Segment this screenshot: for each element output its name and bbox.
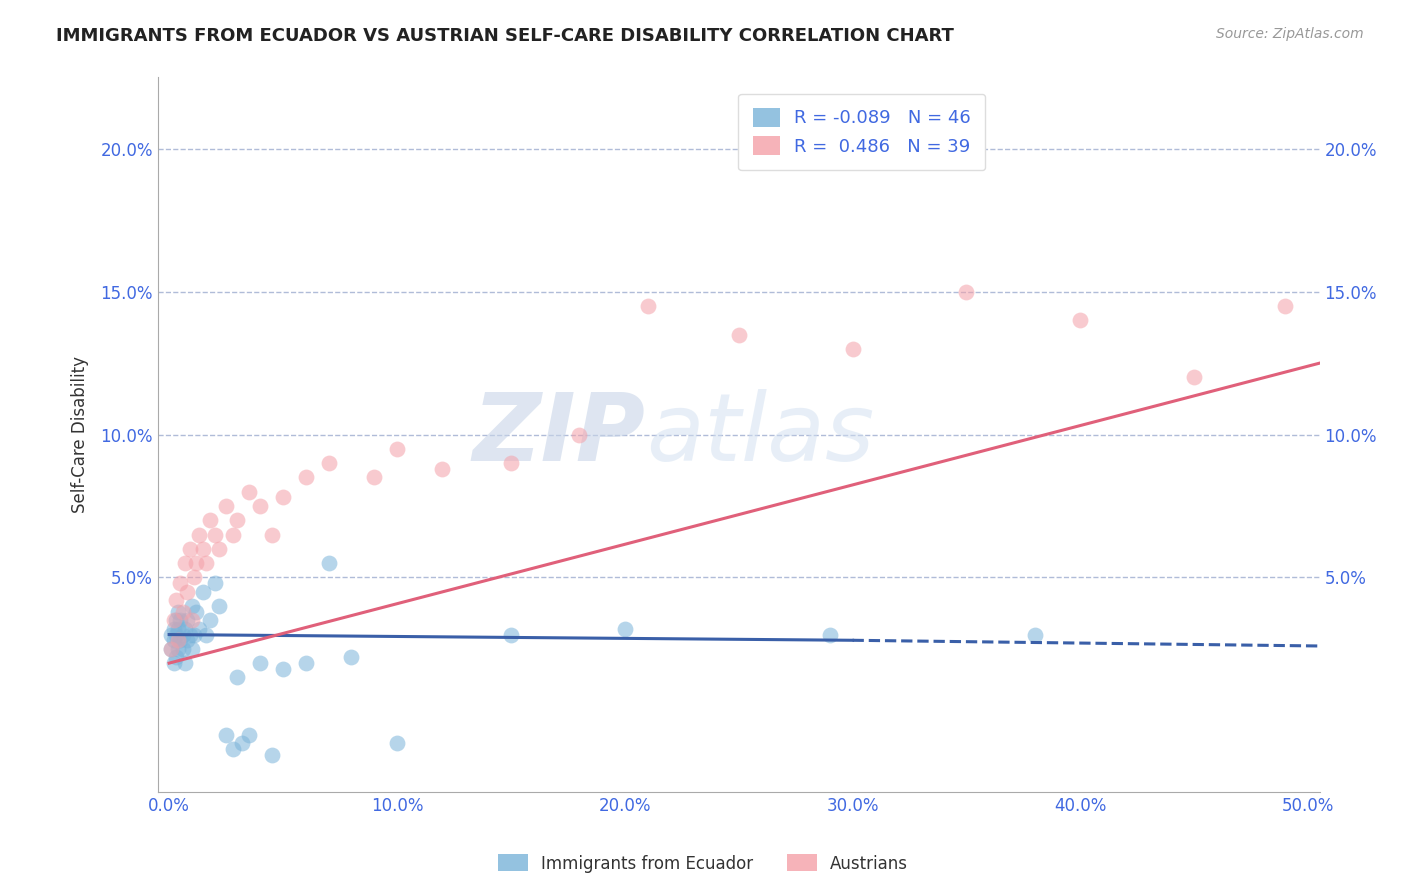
Point	[198, 613, 221, 627]
Point	[841, 342, 863, 356]
Point	[180, 613, 202, 627]
Point	[193, 541, 215, 556]
Point	[1182, 370, 1205, 384]
Point	[318, 456, 340, 470]
Point	[226, 670, 249, 684]
Point	[215, 499, 238, 513]
Point	[385, 736, 408, 750]
Point	[198, 513, 221, 527]
Legend: R = -0.089   N = 46, R =  0.486   N = 39: R = -0.089 N = 46, R = 0.486 N = 39	[738, 94, 986, 170]
Point	[238, 727, 260, 741]
Point	[215, 727, 238, 741]
Point	[249, 656, 271, 670]
Point	[363, 470, 385, 484]
Point	[165, 593, 187, 607]
Point	[955, 285, 977, 299]
Point	[294, 470, 316, 484]
Point	[169, 633, 191, 648]
Point	[204, 576, 226, 591]
Y-axis label: Self-Care Disability: Self-Care Disability	[72, 356, 89, 513]
Point	[160, 627, 183, 641]
Point	[260, 747, 283, 762]
Point	[385, 442, 408, 456]
Point	[167, 633, 190, 648]
Point	[193, 584, 215, 599]
Point	[187, 622, 209, 636]
Point	[271, 662, 294, 676]
Point	[176, 633, 198, 648]
Point	[613, 622, 636, 636]
Point	[818, 627, 841, 641]
Point	[260, 527, 283, 541]
Point	[172, 641, 194, 656]
Point	[172, 627, 194, 641]
Point	[194, 556, 217, 570]
Point	[340, 650, 363, 665]
Point	[160, 641, 183, 656]
Point	[318, 556, 340, 570]
Point	[167, 605, 190, 619]
Point	[169, 613, 191, 627]
Point	[208, 599, 231, 613]
Point	[163, 656, 186, 670]
Text: ZIP: ZIP	[472, 389, 645, 481]
Point	[174, 622, 197, 636]
Point	[183, 570, 205, 584]
Point	[222, 527, 245, 541]
Point	[176, 584, 198, 599]
Point	[222, 742, 245, 756]
Point	[294, 656, 316, 670]
Point	[187, 527, 209, 541]
Point	[568, 427, 591, 442]
Point	[163, 613, 186, 627]
Point	[208, 541, 231, 556]
Point	[176, 613, 198, 627]
Point	[231, 736, 253, 750]
Point	[499, 456, 522, 470]
Point	[172, 605, 194, 619]
Point	[1069, 313, 1091, 327]
Point	[727, 327, 749, 342]
Point	[499, 627, 522, 641]
Point	[1024, 627, 1046, 641]
Point	[226, 513, 249, 527]
Point	[174, 556, 197, 570]
Point	[165, 613, 187, 627]
Point	[174, 656, 197, 670]
Point	[169, 576, 191, 591]
Text: Source: ZipAtlas.com: Source: ZipAtlas.com	[1216, 27, 1364, 41]
Point	[186, 556, 208, 570]
Point	[186, 605, 208, 619]
Text: atlas: atlas	[645, 389, 875, 480]
Point	[637, 299, 659, 313]
Point	[249, 499, 271, 513]
Point	[238, 484, 260, 499]
Point	[179, 627, 201, 641]
Point	[271, 491, 294, 505]
Point	[163, 622, 186, 636]
Point	[180, 599, 202, 613]
Point	[163, 633, 186, 648]
Point	[180, 641, 202, 656]
Point	[204, 527, 226, 541]
Point	[183, 627, 205, 641]
Point	[167, 641, 190, 656]
Point	[167, 622, 190, 636]
Point	[165, 650, 187, 665]
Text: IMMIGRANTS FROM ECUADOR VS AUSTRIAN SELF-CARE DISABILITY CORRELATION CHART: IMMIGRANTS FROM ECUADOR VS AUSTRIAN SELF…	[56, 27, 955, 45]
Point	[1274, 299, 1296, 313]
Point	[165, 627, 187, 641]
Point	[160, 641, 183, 656]
Point	[194, 627, 217, 641]
Legend: Immigrants from Ecuador, Austrians: Immigrants from Ecuador, Austrians	[491, 847, 915, 880]
Point	[432, 462, 454, 476]
Point	[179, 541, 201, 556]
